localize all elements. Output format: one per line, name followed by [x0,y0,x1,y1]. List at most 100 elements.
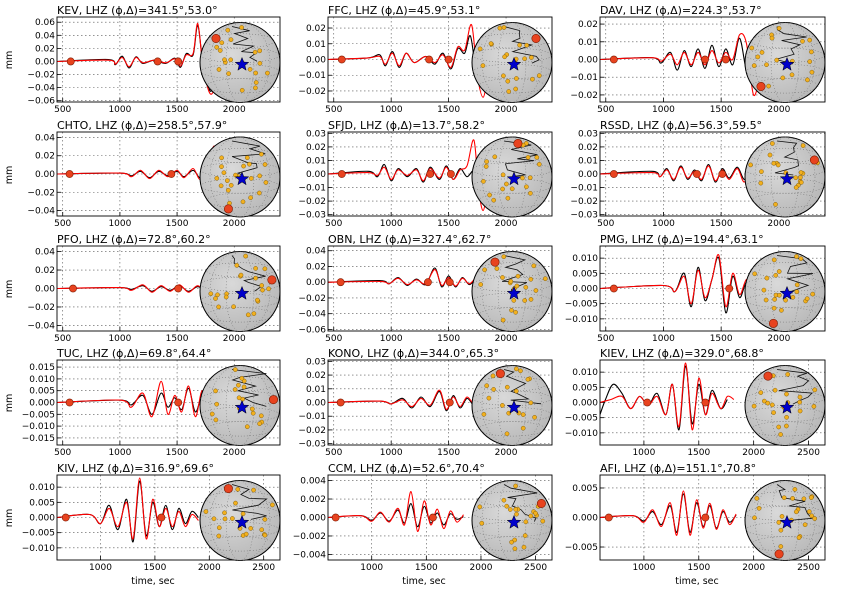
y-tick-label: 0.00 [306,56,326,66]
station-dot [477,46,483,52]
y-tick-label: −0.02 [570,91,598,101]
globe-graticule [478,78,546,94]
station-dot [756,505,762,511]
coastline [231,484,268,520]
x-tick-label: 2000 [742,448,765,458]
station-dot [236,382,241,388]
globe-graticule [205,376,275,392]
y-tick-label: −0.002 [293,532,326,542]
phase-marker [336,398,345,407]
station-dot [214,175,220,181]
station-dot [796,535,802,540]
y-tick-label: 0.02 [35,44,55,54]
synthetic-trace [57,477,199,540]
station-dot [769,35,775,41]
station-dot [250,410,256,416]
x-tick-label: 500 [54,219,71,229]
y-tick-label: −0.005 [565,543,598,553]
station-dot [779,307,784,313]
station-dot [785,372,791,377]
station-dot [244,155,250,160]
station-dot [225,27,231,33]
station-dot [213,417,219,423]
synthetic-trace [600,362,735,431]
x-tick-label: 500 [325,448,342,458]
station-dot [752,271,758,277]
y-tick-label: 0.02 [306,262,326,272]
globe-inset [199,365,281,446]
x-tick-label: 2500 [797,563,820,573]
station-dot [256,190,262,196]
y-tick-label: −0.02 [298,294,326,304]
station-location-marker [223,204,233,214]
globe-graticule [750,33,820,49]
y-tick-label: 0.02 [35,266,55,276]
station-dot [513,309,518,315]
station-location-marker [211,33,221,43]
y-tick-label: 0.015 [29,363,55,373]
panel-13: KIV, LHZ (ϕ,Δ)=316.9°,69.6° 1000 1500 2000 2… [22,462,281,573]
station-dot [216,304,221,310]
x-tick-label: 500 [325,105,342,115]
station-dot [247,67,253,72]
station-dot [759,50,765,55]
station-dot [509,307,514,313]
station-dot [513,86,519,92]
station-dot [240,511,246,517]
station-dot [771,257,777,263]
phase-marker [337,55,346,64]
y-tick-label: 0.01 [306,156,326,166]
globe-graticule [200,522,280,537]
station-dot [484,383,490,389]
y-tick-label: 0.010 [29,375,55,385]
globe-graticule [200,505,280,521]
globe-graticule [206,421,274,437]
station-dot [492,154,498,160]
y-tick-label: −0.02 [298,87,326,97]
x-tick-label: 1500 [143,563,166,573]
station-dot [505,78,511,84]
globe-graticule [745,64,825,79]
station-dot [253,275,258,281]
station-dot [238,272,244,278]
station-dot [790,294,796,300]
y-tick-label: 0.01 [578,38,598,48]
station-dot [764,275,770,281]
x-tick-label: 1500 [166,219,189,229]
y-tick-label: 0.005 [29,387,55,397]
globe-inset [744,480,826,561]
panel-3: DAV, LHZ (ϕ,Δ)=224.3°,53.7° 500 1000 1500 20… [570,4,826,115]
event-star-icon [506,56,522,71]
station-dot [797,394,803,400]
station-dot [235,486,241,492]
phase-marker [609,284,618,293]
panel-title: KEV, LHZ (ϕ,Δ)=341.5°,53.0° [57,4,218,17]
y-tick-label: −0.02 [27,71,55,81]
station-dot [809,513,815,519]
y-tick-label: 0.00 [306,170,326,180]
event-star-icon [234,514,250,529]
station-dot [239,25,244,30]
x-tick-label: 1500 [415,563,438,573]
station-location-marker [756,82,766,92]
xlabel-col-2: time, sec [402,576,446,587]
x-tick-label: 1000 [652,105,675,115]
station-dot [794,509,799,515]
globe-graticule [205,491,275,507]
y-tick-label: 0.00 [35,285,55,295]
globe-graticule [209,22,271,103]
station-dot [776,424,782,430]
station-dot [778,544,784,549]
globe-graticule [200,407,280,422]
globe-graticule [497,251,527,332]
station-dot [775,162,781,168]
station-dot [766,83,771,89]
x-tick-label: 1500 [437,334,460,344]
station-dot [228,37,234,43]
station-dot [779,514,785,519]
station-dot [239,375,245,381]
globe-graticule [751,307,819,323]
station-dot [771,410,776,415]
station-dot [781,495,787,501]
station-dot [487,192,492,198]
